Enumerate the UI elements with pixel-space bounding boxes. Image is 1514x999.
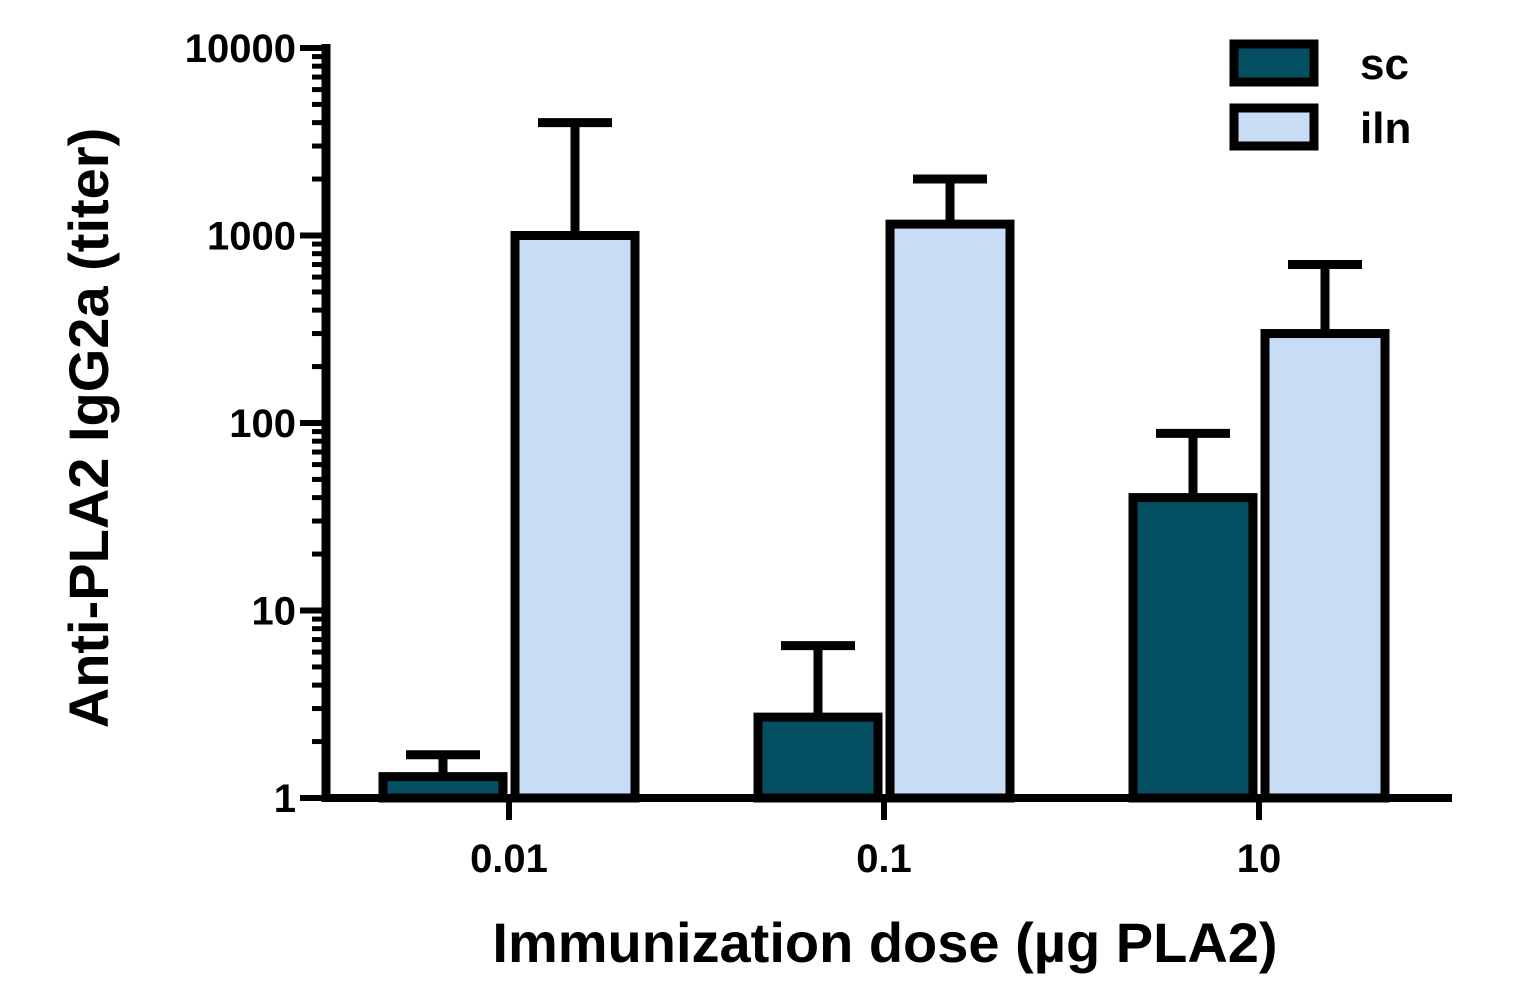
y-tick-label: 1 [274,777,296,821]
bar-iln [510,231,640,803]
y-tick-label: 10 [252,590,297,634]
bar-iln [1260,329,1390,803]
x-tick-label: 10 [1237,837,1282,881]
y-tick-label: 100 [229,402,296,446]
x-axis-title: Immunization dose (µg PLA2) [492,911,1277,974]
y-tick-label: 10000 [185,27,296,71]
x-tick-label: 0.01 [470,837,548,881]
bars [378,118,1390,803]
x-axis: 0.01 0.1 10 [322,794,1452,881]
bar-sc [753,712,883,803]
x-tick-label: 0.1 [856,837,912,881]
y-axis-title: Anti-PLA2 IgG2a (titer) [57,128,120,728]
legend-swatch-iln [1229,103,1319,151]
legend-swatch-sc [1229,39,1319,87]
y-axis: 1 10 100 1000 10000 [185,27,331,821]
bar-sc [1128,493,1258,803]
bar-sc [378,772,508,803]
legend-label-sc: sc [1360,40,1409,89]
legend-label-iln: iln [1360,104,1411,153]
legend: sc iln [1229,39,1411,153]
bar-iln [885,219,1015,803]
y-tick-label: 1000 [207,215,296,259]
